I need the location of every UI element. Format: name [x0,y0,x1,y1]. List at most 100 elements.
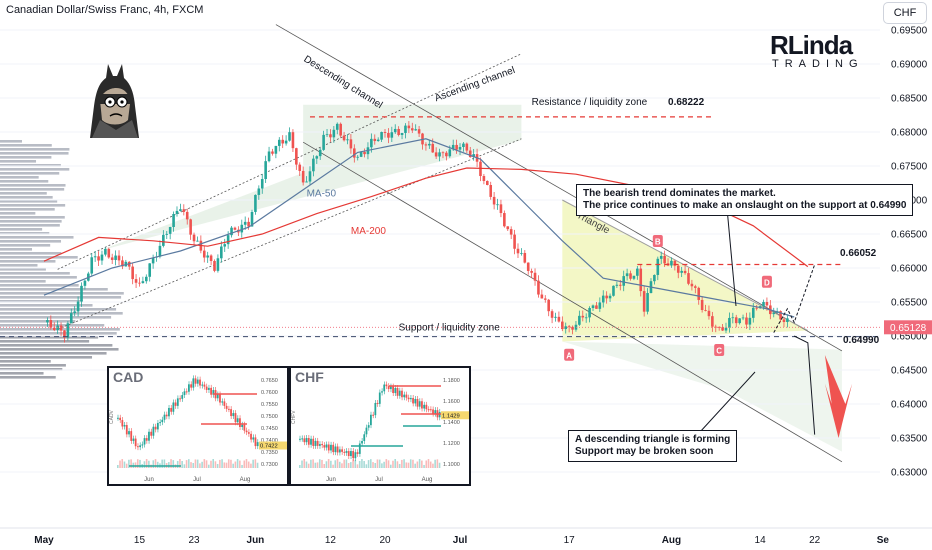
candle-body [612,285,615,296]
inset-volume-bar [350,462,352,468]
inset-candle-body [372,414,375,416]
inset-candle-body [370,414,372,426]
inset-volume-bar [358,460,361,468]
price-axis-tick: 0.66000 [891,264,928,275]
candle-body [772,312,776,315]
inset-candle-body [232,413,235,417]
volume-profile-bar [0,308,117,311]
last-price-value: 0.65128 [890,323,927,334]
inset-candle-body [201,384,204,386]
inset-volume-bar [250,463,252,468]
inset-axis-title: CHFV [291,410,297,424]
inset-candle-body [247,432,250,434]
inset-candle-body [338,449,341,453]
cad-index-inset: 0.7650 0.7600 0.7550 0.7500 0.7450 0.7400 0.73… [107,366,289,486]
inset-volume-bar [203,459,206,468]
descending-channel-label: Descending channel [302,54,385,111]
inset-time-tick: Jun [144,477,154,483]
inset-volume-bar [194,459,197,468]
inset-candle-body [301,438,304,440]
inset-volume-bar [323,464,326,468]
inset-axis-title: CADV [109,409,115,424]
inset-volume-bar [128,459,130,468]
candle-body [390,132,394,138]
candle-body [659,255,663,259]
inset-volume-bar [436,459,439,468]
inset-volume-bar [378,459,381,468]
inset-candle-body [385,384,388,387]
price-axis-tick: 0.69000 [891,60,928,71]
candle-body [543,298,547,300]
inset-volume-bar [367,460,370,468]
candle-body [745,317,748,325]
inset-volume-bar [163,459,166,468]
candle-body [131,266,134,280]
candle-body [182,209,186,212]
inset-candle-body [161,419,164,423]
inset-candle-body [174,402,177,406]
inset-candle-body [427,409,430,411]
resistance-label: Resistance / liquidity zone [532,97,648,108]
candle-body [165,233,169,235]
candle-body [639,268,643,292]
bearish-scenario-arrow [793,335,816,435]
volume-profile-bar [0,316,112,319]
inset-volume-bar [423,464,425,468]
candle-body [73,311,76,314]
inset-volume-bar [212,459,215,468]
inset-volume-bar [338,461,341,468]
volume-profile-bar [0,292,124,295]
inset-candle-body [414,398,417,404]
brand-logo-subtext: TRADING [772,58,864,70]
inset-candle-body [134,438,137,447]
candle-body [342,135,346,141]
inset-candle-body [429,409,432,411]
price-axis-tick: 0.69500 [891,26,928,37]
bearish-note-pointer [726,207,737,307]
currency-toggle-button[interactable]: CHF [883,2,927,24]
candle-body [588,308,591,318]
candle-body [445,152,448,157]
candle-body [209,255,213,261]
candle-body [410,128,414,131]
inset-candle-body [312,438,315,446]
candle-body [680,270,683,273]
inset-candle-body [136,446,139,448]
candle-body [271,151,274,154]
inset-volume-bar [245,459,248,468]
inset-volume-bar [321,459,323,468]
candle-body [49,320,53,328]
volume-profile-bar [0,192,47,195]
inset-candle-body [416,398,419,407]
candle-body [540,294,544,299]
inset-candle-body [181,395,184,399]
inset-candle-body [183,391,186,396]
inset-candle-body [194,378,197,384]
volume-profile-bar [0,184,66,187]
inset-candle-body [254,437,257,447]
inset-volume-bar [332,464,334,468]
candle-body [260,179,264,189]
inset-candle-body [350,451,352,457]
inset-volume-bar [334,460,337,468]
inset-candle-body [205,386,208,390]
candle-body [66,323,70,338]
candle-body [168,226,172,234]
candle-body [172,214,175,227]
volume-profile-bar [0,368,63,371]
inset-candle-body [250,433,252,440]
candle-body [601,295,605,303]
candle-body [216,258,220,271]
candle-body [138,282,141,284]
inset-volume-bar [427,459,430,468]
candle-body [380,131,383,140]
candle-body [520,252,523,254]
volume-profile-bar [0,288,108,291]
candle-body [598,302,602,309]
inset-price-tick: 0.7650 [261,378,278,384]
inset-candle-body [325,444,328,448]
candle-body [486,180,489,185]
inset-volume-bar [119,460,121,468]
inset-candle-body [321,444,323,446]
breakout-value-label: 0.66052 [840,248,877,259]
